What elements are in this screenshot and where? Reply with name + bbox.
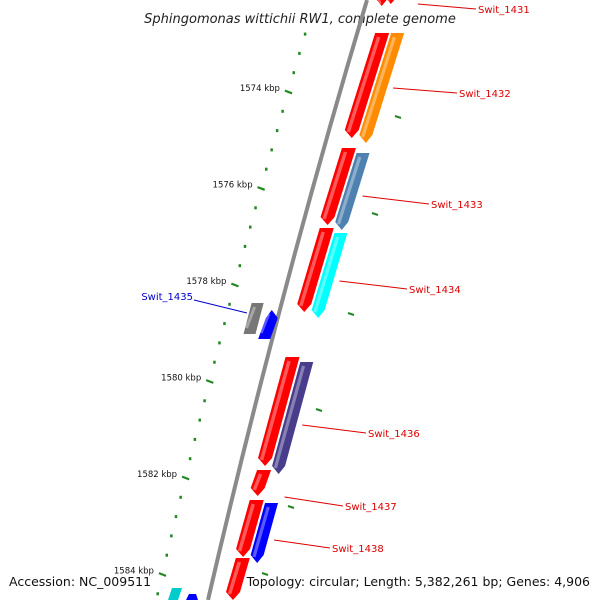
gene-Swit_1432 — [359, 33, 405, 143]
scale-tick — [205, 379, 214, 384]
cds-arrow-4 — [297, 228, 334, 312]
scale-dot — [203, 399, 206, 403]
scale-dot — [228, 302, 231, 306]
scale-dot — [298, 51, 301, 55]
gene-Swit_1435 — [258, 310, 278, 339]
scale-tick-label: 1574 kbp — [240, 84, 280, 94]
gene-Swit_1434 — [311, 233, 348, 318]
cds-arrow-8 — [226, 558, 250, 600]
scale-dot — [170, 534, 173, 538]
scale-dot — [188, 457, 192, 461]
scale-dot — [218, 341, 221, 345]
scale-dot — [254, 206, 257, 210]
scale-dot — [174, 515, 178, 519]
cds-arrow-2 — [344, 33, 390, 138]
gene-Swit_1431 — [376, 0, 390, 6]
cds-arrow-6 — [250, 470, 272, 496]
leader-line — [284, 496, 344, 507]
gene-label: Swit_1437 — [345, 502, 397, 513]
strand-tick — [287, 505, 295, 509]
cds-features — [226, 0, 399, 600]
scale-dot — [179, 495, 182, 499]
gene-labels: Swit_1431 Swit_1432 Swit_1433 Swit_1434 Swit… — [141, 3, 530, 555]
scale-dot — [243, 244, 247, 248]
gene-Swit_1435-cds — [243, 303, 264, 334]
leader-line — [302, 424, 367, 434]
scale-tick-label: 1578 kbp — [186, 277, 226, 287]
scale-tick-label: 1584 kbp — [114, 567, 154, 577]
gene-label: Swit_1432 — [459, 89, 511, 100]
scale-dot — [213, 360, 216, 364]
accession-text: Accession: NC_009511 — [9, 574, 151, 589]
strand-tick — [315, 408, 323, 412]
scale-tick-label: 1576 kbp — [213, 181, 253, 191]
scale-tick — [257, 186, 266, 191]
gene-label: Swit_1436 — [368, 429, 420, 440]
map-title: Sphingomonas wittichii RW1, complete gen… — [144, 12, 456, 27]
cds-arrow-7 — [236, 500, 264, 557]
strand-tick — [394, 115, 402, 119]
leader-line — [417, 3, 477, 10]
scale-dot — [238, 264, 242, 268]
gene-Swit_1433 — [335, 153, 370, 230]
scale-dot — [270, 148, 273, 152]
scale-dot — [292, 71, 296, 75]
scale-tick-label: 1582 kbp — [137, 470, 177, 480]
partial-feature — [186, 594, 198, 600]
leader-line — [393, 87, 458, 94]
scale-dot — [223, 322, 226, 326]
gene-Swit_1436 — [272, 362, 314, 474]
scale-dot — [275, 129, 279, 133]
partial-feature — [168, 588, 182, 600]
scale-tick — [158, 572, 167, 577]
cds-arrow-5 — [258, 357, 300, 466]
scale-dot — [193, 437, 197, 441]
scale-dot — [264, 167, 268, 171]
genome-backbone — [206, 0, 369, 600]
strand-tick — [371, 212, 379, 216]
scale-tick — [230, 282, 239, 288]
scale-dot — [281, 109, 284, 113]
scale-dot — [198, 418, 201, 422]
leader-line — [193, 299, 248, 314]
gene-label: Swit_1435 — [141, 292, 193, 303]
topology-text: Topology: circular; Length: 5,382,261 bp… — [246, 574, 590, 589]
strand-tick — [261, 572, 269, 576]
gene-label: Swit_1438 — [332, 544, 384, 555]
cds-arrow-3 — [320, 148, 356, 225]
leader-line — [274, 539, 331, 549]
leader-line — [362, 195, 430, 205]
strand-tick — [347, 312, 355, 316]
gene-Swit_1438 — [250, 503, 279, 563]
scale-dot — [156, 592, 159, 596]
gene-label: Swit_1431 — [478, 5, 530, 16]
scale-dot — [165, 553, 169, 557]
scale-major-ticks: 1574 kbp 1576 kbp 1578 kbp 1580 kbp 1582 kbp… — [114, 84, 402, 577]
scale-tick-label: 1580 kbp — [161, 374, 201, 384]
cds-arrow-1 — [385, 0, 399, 5]
leader-line — [339, 280, 408, 290]
scale-tick — [181, 475, 190, 481]
gene-label: Swit_1434 — [409, 285, 461, 296]
scale-dot — [303, 32, 307, 36]
gene-label: Swit_1433 — [431, 200, 483, 211]
gene-features — [168, 0, 405, 600]
scale-dot — [249, 225, 252, 229]
scale-minor-ticks — [156, 32, 307, 596]
scale-tick — [284, 89, 293, 95]
